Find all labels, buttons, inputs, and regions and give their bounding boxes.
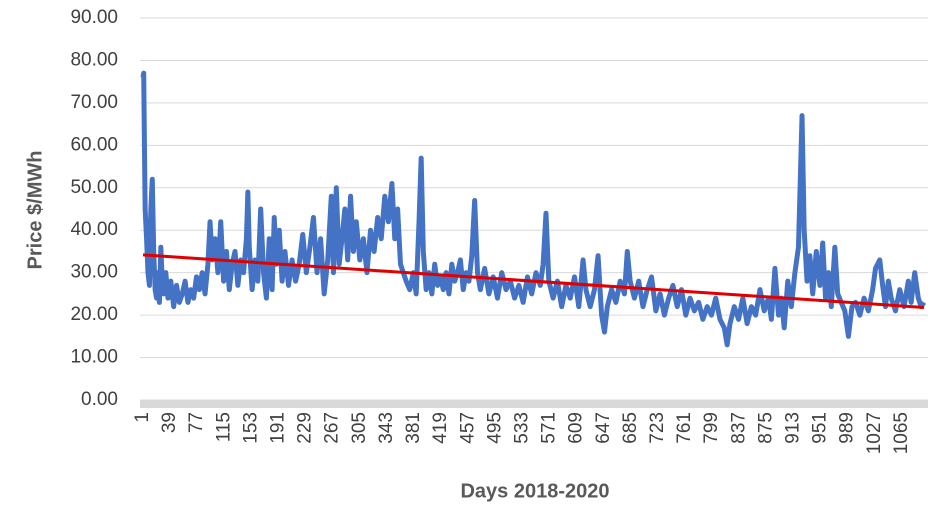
x-tick-label: 115 <box>213 412 234 442</box>
x-tick-label: 419 <box>430 412 451 444</box>
x-tick-label: 1027 <box>864 412 885 454</box>
line-series <box>140 70 927 348</box>
x-tick-label: 153 <box>240 412 261 444</box>
x-tick-label: 305 <box>349 412 370 444</box>
x-tick-label: 761 <box>674 412 695 444</box>
y-tick-label: 50.00 <box>70 177 118 198</box>
x-tick-label: 571 <box>539 412 560 444</box>
x-tick-label: 343 <box>376 412 397 444</box>
x-tick-label: 495 <box>484 412 505 444</box>
y-axis-title: Price $/MWh <box>24 151 46 270</box>
line-series <box>142 253 925 309</box>
x-tick-label: 609 <box>566 412 587 444</box>
x-tick-label: 799 <box>701 412 722 444</box>
y-tick-label: 20.00 <box>70 304 118 325</box>
x-tick-label: 381 <box>403 412 424 444</box>
x-tick-label: 457 <box>457 412 478 444</box>
y-tick-label: 90.00 <box>70 7 118 28</box>
x-tick-label: 951 <box>810 412 831 444</box>
x-axis-band <box>140 400 928 408</box>
x-tick-label: 267 <box>322 412 343 444</box>
x-tick-label: 723 <box>647 412 668 444</box>
y-tick-label: 30.00 <box>70 262 118 283</box>
x-axis-title: Days 2018-2020 <box>460 480 609 502</box>
x-tick-label: 1065 <box>891 412 912 454</box>
x-tick-label: 191 <box>268 412 289 444</box>
y-tick-label: 70.00 <box>70 92 118 113</box>
x-tick-label: 77 <box>186 412 207 433</box>
x-tick-label: 837 <box>728 412 749 444</box>
x-tick-label: 533 <box>511 412 532 444</box>
x-tick-label: 913 <box>782 412 803 444</box>
y-tick-label: 40.00 <box>70 219 118 240</box>
y-tick-label: 60.00 <box>70 134 118 155</box>
x-tick-label: 39 <box>159 412 180 433</box>
y-tick-label: 0.00 <box>81 389 118 410</box>
x-tick-label: 685 <box>620 412 641 444</box>
y-tick-label: 10.00 <box>70 347 118 368</box>
x-tick-label: 1 <box>132 412 153 423</box>
y-tick-label: 80.00 <box>70 49 118 70</box>
x-tick-label: 989 <box>837 412 858 444</box>
x-tick-label: 875 <box>755 412 776 444</box>
x-tick-label: 647 <box>593 412 614 444</box>
x-tick-label: 229 <box>295 412 316 444</box>
